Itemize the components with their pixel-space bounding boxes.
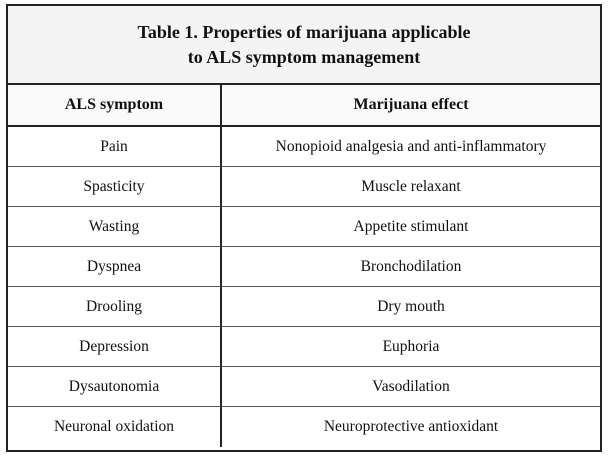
column-header-marijuana-effect: Marijuana effect (222, 85, 600, 127)
effect-cell: Dry mouth (222, 287, 600, 327)
als-marijuana-table: Table 1. Properties of marijuana applica… (6, 4, 602, 452)
symptom-cell: Drooling (8, 287, 222, 327)
table-caption: Table 1. Properties of marijuana applica… (8, 6, 600, 85)
symptom-cell: Pain (8, 127, 222, 167)
symptom-cell: Depression (8, 327, 222, 367)
symptom-cell: Dyspnea (8, 247, 222, 287)
column-header-als-symptom: ALS symptom (8, 85, 222, 127)
effect-cell: Vasodilation (222, 367, 600, 407)
symptom-cell: Spasticity (8, 167, 222, 207)
effect-cell: Bronchodilation (222, 247, 600, 287)
caption-line-1: Table 1. Properties of marijuana applica… (137, 21, 471, 42)
effect-cell: Neuroprotective antioxidant (323, 418, 499, 435)
effect-cell: Muscle relaxant (222, 167, 600, 207)
effect-cell: Nonopioid analgesia and anti-inflammator… (222, 127, 600, 167)
table-body: ALS symptom Marijuana effect Pain Nonopi… (8, 85, 600, 447)
symptom-cell: Dysautonomia (8, 367, 222, 407)
caption-line-2: to ALS symptom management (187, 46, 421, 67)
effect-cell: Euphoria (222, 327, 600, 367)
symptom-cell: Neuronal oxidation (8, 407, 222, 447)
effect-cell: Appetite stimulant (222, 207, 600, 247)
symptom-cell: Wasting (8, 207, 222, 247)
